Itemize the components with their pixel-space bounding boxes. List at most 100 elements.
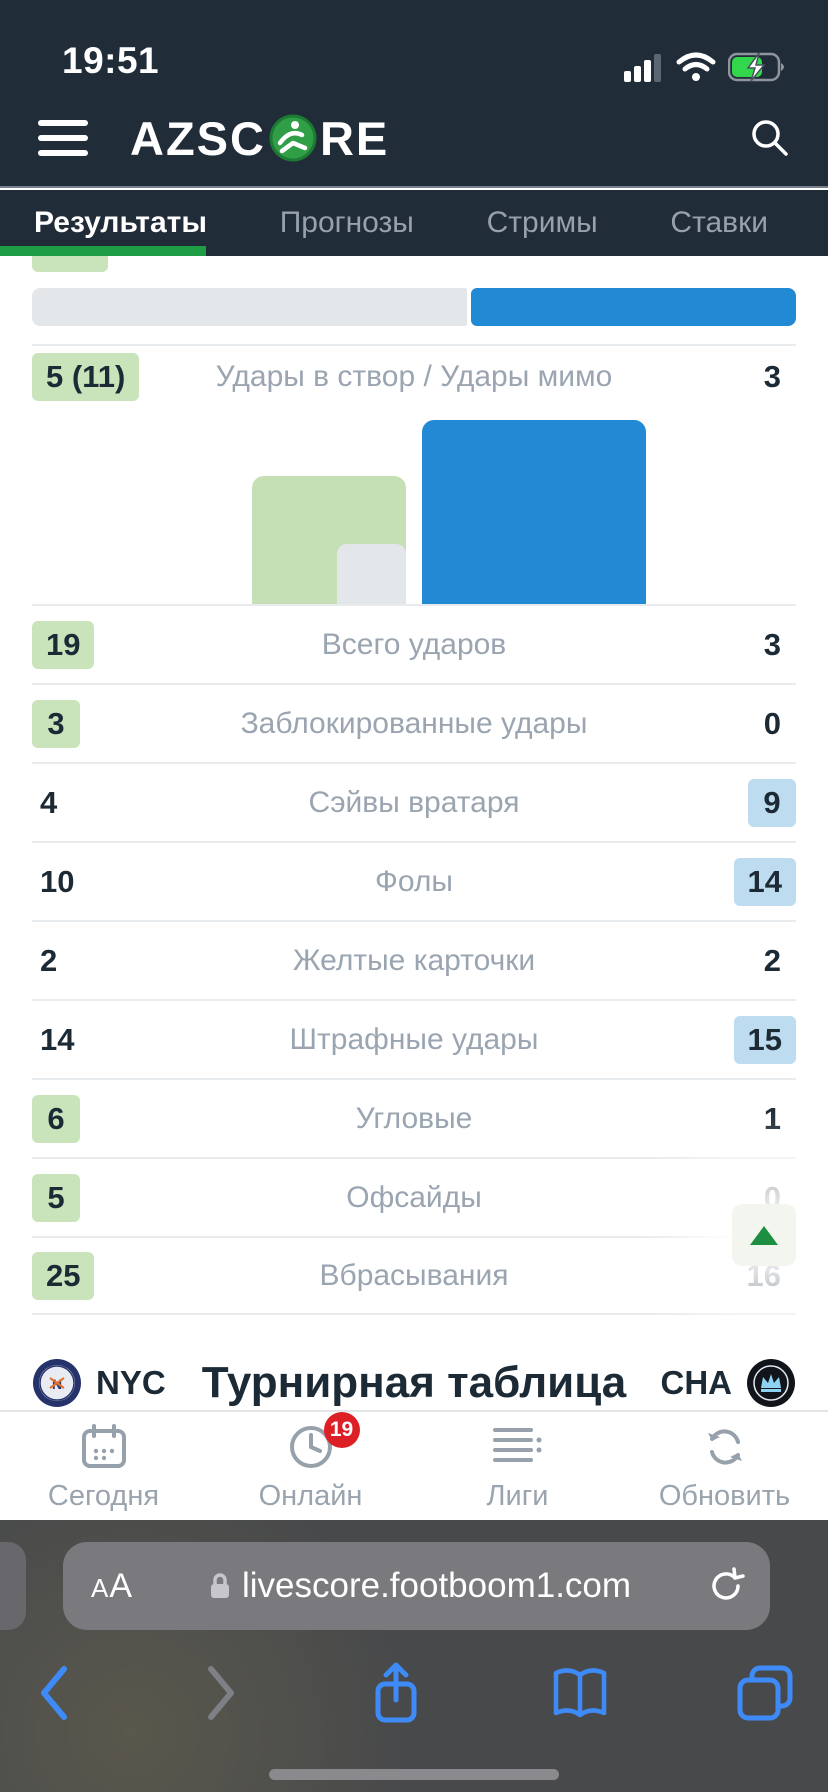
home-value-cell: 10 bbox=[32, 864, 182, 900]
stat-label: Желтые карточки bbox=[292, 943, 536, 977]
stat-label: Удары в створ / Удары мимо bbox=[215, 360, 613, 393]
home-value: 10 bbox=[40, 863, 75, 899]
home-value-cell: 5 (11) bbox=[32, 353, 182, 401]
forward-icon bbox=[208, 1666, 234, 1720]
logo-text-prefix: AZSC bbox=[130, 111, 266, 165]
home-value-cell: 19 bbox=[32, 620, 182, 669]
home-value-cell: 3 bbox=[32, 699, 182, 748]
stat-label: Заблокированные удары bbox=[240, 706, 588, 740]
logo-text-suffix: RE bbox=[319, 111, 390, 165]
away-value: 0 bbox=[763, 705, 781, 741]
tab-bets[interactable]: Ставки bbox=[670, 206, 768, 239]
home-team-code[interactable]: NYC bbox=[96, 1364, 166, 1401]
stat-row-shots: 5 (11) Удары в створ / Удары мимо 3 bbox=[32, 344, 796, 408]
away-value-badge: 9 bbox=[748, 778, 796, 827]
nav-item-today[interactable]: Сегодня bbox=[29, 1424, 179, 1513]
away-value: 3 bbox=[763, 626, 781, 662]
tab-predictions[interactable]: Прогнозы bbox=[279, 206, 414, 239]
away-value-badge: 15 bbox=[733, 1015, 796, 1064]
away-value-cell: 0 bbox=[646, 706, 796, 742]
home-indicator[interactable] bbox=[269, 1769, 559, 1780]
home-value-cell: 4 bbox=[32, 785, 182, 821]
progress-right-segment bbox=[471, 288, 796, 326]
away-value-badge: 14 bbox=[733, 857, 796, 906]
scroll-to-top-button[interactable] bbox=[732, 1204, 796, 1266]
adjacent-tab-stub[interactable] bbox=[0, 1542, 26, 1630]
section-tabs: Результаты Прогнозы Стримы Ставки bbox=[0, 190, 828, 256]
address-bar[interactable]: AA livescore.footboom1.com bbox=[63, 1542, 770, 1630]
table-section-header: N NYC Турнирная таблица CHA bbox=[32, 1350, 796, 1416]
away-value-cell: 9 bbox=[646, 778, 796, 827]
stat-label: Офсайды bbox=[346, 1180, 482, 1214]
stat-row: 2 Желтые карточки 2 bbox=[32, 920, 796, 999]
stat-label: Всего ударов bbox=[321, 627, 507, 661]
nyc-fc-crest[interactable]: N bbox=[32, 1358, 82, 1408]
away-value-cell: 1 bbox=[646, 1101, 796, 1137]
back-button[interactable] bbox=[34, 1663, 74, 1723]
away-value-cell: 14 bbox=[646, 857, 796, 906]
home-value-badge: 25 bbox=[32, 1251, 95, 1300]
url-host: livescore.footboom1.com bbox=[241, 1566, 632, 1605]
app-logo[interactable]: AZSC RE bbox=[130, 111, 389, 166]
away-team-code[interactable]: CHA bbox=[660, 1364, 733, 1401]
active-tab-underline bbox=[0, 246, 206, 256]
home-value-cell: 2 bbox=[32, 943, 182, 979]
tabs-icon bbox=[737, 1665, 793, 1721]
live-count-badge: 19 bbox=[323, 1412, 360, 1448]
reload-icon bbox=[712, 1567, 745, 1600]
list-icon bbox=[492, 1428, 541, 1462]
status-time: 19:51 bbox=[62, 40, 160, 81]
nav-item-live[interactable]: 19 Онлайн bbox=[236, 1412, 386, 1513]
reader-text-size-button[interactable]: AA bbox=[91, 1566, 134, 1605]
menu-button[interactable] bbox=[38, 120, 88, 156]
tabs-button[interactable] bbox=[736, 1664, 794, 1722]
nav-item-label: Лиги bbox=[486, 1480, 549, 1512]
wifi-icon bbox=[676, 52, 716, 81]
home-value-badge: 5 bbox=[32, 1173, 80, 1222]
triangle-up-icon bbox=[750, 1225, 778, 1245]
app-bottom-nav: Сегодня 19 Онлайн Лиги Обновить bbox=[0, 1410, 828, 1520]
progress-left-segment bbox=[32, 288, 468, 326]
cellular-signal-icon bbox=[624, 54, 661, 82]
tab-streams[interactable]: Стримы bbox=[486, 206, 598, 239]
url-text: livescore.footboom1.com bbox=[133, 1566, 706, 1606]
stat-label: Фолы bbox=[375, 864, 453, 898]
search-button[interactable] bbox=[748, 116, 792, 160]
away-value-cell: 3 bbox=[646, 359, 796, 395]
clock-icon bbox=[289, 1426, 332, 1468]
home-value-cell: 5 bbox=[32, 1173, 182, 1222]
nav-item-label: Сегодня bbox=[47, 1480, 160, 1512]
stat-label: Сэйвы вратаря bbox=[308, 785, 520, 819]
home-value: 2 bbox=[40, 942, 58, 978]
stat-rows: 19 Всего ударов 3 3 Заблокированные удары 0 4 С… bbox=[32, 604, 796, 1315]
share-icon bbox=[375, 1662, 417, 1723]
shots-bar-chart bbox=[32, 408, 796, 604]
safari-chrome: AA livescore.footboom1.com bbox=[0, 1520, 828, 1792]
refresh-icon bbox=[707, 1429, 742, 1465]
bookmarks-button[interactable] bbox=[551, 1665, 609, 1721]
away-value-cell: 2 bbox=[646, 943, 796, 979]
nav-item-leagues[interactable]: Лиги bbox=[443, 1424, 593, 1513]
away-shots-bar bbox=[422, 420, 646, 604]
forward-button[interactable] bbox=[201, 1663, 241, 1723]
app-header: AZSC RE bbox=[0, 90, 828, 188]
stat-row: 5 Офсайды 0 bbox=[32, 1157, 796, 1236]
away-value: 2 bbox=[763, 942, 781, 978]
status-icons bbox=[624, 52, 790, 82]
back-icon bbox=[41, 1666, 67, 1720]
nav-item-label: Обновить bbox=[658, 1480, 791, 1512]
charlotte-fc-crest[interactable] bbox=[746, 1358, 796, 1408]
bookmarks-icon bbox=[553, 1668, 607, 1718]
stat-row: 4 Сэйвы вратаря 9 bbox=[32, 762, 796, 841]
tab-results[interactable]: Результаты bbox=[34, 206, 207, 239]
home-value: 14 bbox=[40, 1021, 75, 1057]
share-button[interactable] bbox=[368, 1660, 424, 1726]
stat-row: 6 Угловые 1 bbox=[32, 1078, 796, 1157]
calendar-icon bbox=[81, 1424, 126, 1468]
reload-button[interactable] bbox=[706, 1566, 746, 1606]
stat-label: Штрафные удары bbox=[289, 1022, 539, 1056]
home-value-cell: 6 bbox=[32, 1094, 182, 1143]
nav-item-refresh[interactable]: Обновить bbox=[650, 1424, 800, 1513]
stat-progress-bar bbox=[32, 288, 796, 326]
